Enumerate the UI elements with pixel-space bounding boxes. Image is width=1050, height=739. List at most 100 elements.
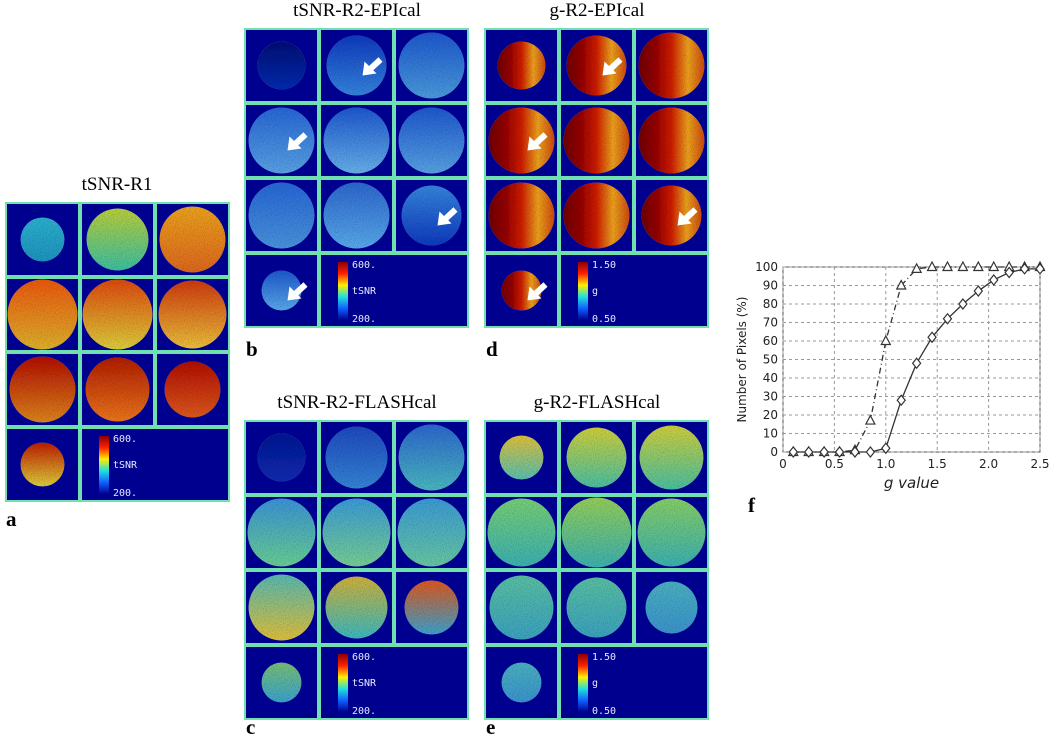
colorbar-min: 200.	[113, 488, 137, 499]
phantom-image	[159, 206, 226, 273]
phantom-image	[325, 576, 388, 639]
panel-label: f	[748, 493, 756, 517]
phantom-image	[501, 270, 542, 311]
data-point	[988, 260, 1000, 272]
colorbar	[578, 654, 588, 712]
panel-label: d	[486, 337, 498, 361]
data-point	[896, 394, 906, 407]
phantom-image	[638, 107, 705, 174]
phantom-image	[248, 182, 315, 249]
phantom-image	[85, 357, 150, 422]
phantom-image	[566, 427, 627, 488]
phantom-image	[497, 41, 546, 90]
panel-label: c	[246, 715, 255, 739]
phantom-image	[398, 32, 465, 99]
phantom-image	[404, 580, 459, 635]
data-point	[957, 260, 969, 272]
phantom-image	[323, 182, 390, 249]
phantom-image	[566, 35, 627, 96]
x-tick-label: 2.5	[1030, 457, 1049, 471]
phantom-image	[401, 185, 462, 246]
data-point	[941, 260, 953, 272]
phantom-image	[638, 32, 705, 99]
phantom-image	[499, 435, 544, 480]
data-point	[1004, 266, 1014, 279]
data-point	[895, 279, 907, 290]
panel-title: g-R2-FLASHcal	[534, 392, 661, 413]
phantom-image	[261, 270, 302, 311]
y-tick-label: 100	[755, 260, 778, 274]
colorbar-min: 200.	[352, 706, 376, 717]
phantom-image	[488, 107, 555, 174]
x-tick-label: 1.5	[928, 457, 947, 471]
panel-title: tSNR-R1	[82, 174, 153, 195]
x-tick-label: 2.0	[979, 457, 998, 471]
y-tick-label: 0	[770, 445, 778, 459]
phantom-image	[489, 575, 554, 640]
data-point	[942, 312, 953, 325]
data-point	[988, 273, 999, 286]
y-tick-label: 70	[763, 316, 778, 330]
phantom-image	[82, 279, 153, 350]
phantom-image	[326, 35, 387, 96]
arrow-head	[362, 61, 377, 76]
colorbar-max: 600.	[352, 652, 376, 663]
phantom-image	[164, 361, 221, 418]
data-point	[973, 285, 984, 298]
y-tick-label: 10	[763, 427, 778, 441]
data-point	[880, 334, 892, 346]
phantom-image	[563, 182, 630, 249]
x-tick-label: 0	[779, 457, 787, 471]
data-point	[911, 262, 923, 273]
y-tick-label: 80	[763, 297, 778, 311]
panel-label: a	[6, 507, 17, 531]
data-point	[850, 446, 860, 458]
colorbar-name: tSNR	[352, 286, 377, 297]
phantom-image	[488, 182, 555, 249]
phantom-image	[639, 425, 704, 490]
data-point	[927, 331, 937, 344]
phantom-image	[563, 107, 630, 174]
colorbar-name: g	[592, 286, 598, 297]
phantom-image	[248, 107, 315, 174]
data-point	[958, 298, 968, 310]
colorbar-max: 600.	[113, 434, 137, 445]
data-point	[911, 357, 922, 370]
panel-title: tSNR-R2-FLASHcal	[277, 392, 436, 413]
phantom-image	[247, 498, 316, 567]
phantom-image	[20, 217, 65, 262]
data-point	[788, 446, 799, 458]
arrow-head	[677, 211, 692, 226]
phantom-image	[487, 498, 556, 567]
colorbar	[338, 262, 348, 320]
data-point	[864, 414, 876, 425]
phantom-image	[20, 442, 65, 487]
arrow-head	[287, 286, 302, 301]
panel-label: b	[246, 337, 258, 361]
phantom-image	[325, 426, 388, 489]
arrow-head	[602, 61, 617, 76]
x-tick-label: 1.0	[876, 457, 895, 471]
arrow-head	[287, 136, 302, 151]
y-tick-label: 50	[763, 353, 778, 367]
colorbar-max: 1.50	[592, 260, 616, 271]
phantom-image	[501, 662, 542, 703]
arrow-head	[527, 286, 542, 301]
image-cell	[244, 28, 319, 103]
phantom-image	[561, 497, 632, 568]
arrow-head	[437, 211, 452, 226]
colorbar-name: tSNR	[352, 678, 377, 689]
colorbar-max: 600.	[352, 260, 376, 271]
colorbar-min: 200.	[352, 314, 376, 325]
data-point	[972, 260, 984, 272]
phantom-image	[9, 356, 76, 423]
phantom-image	[261, 662, 302, 703]
colorbar-name: tSNR	[113, 460, 138, 471]
phantom-image	[257, 41, 306, 90]
phantom-image	[323, 107, 390, 174]
phantom-image	[7, 279, 78, 350]
phantom-image	[158, 280, 227, 349]
phantom-image	[398, 107, 465, 174]
colorbar-min: 0.50	[592, 314, 616, 325]
